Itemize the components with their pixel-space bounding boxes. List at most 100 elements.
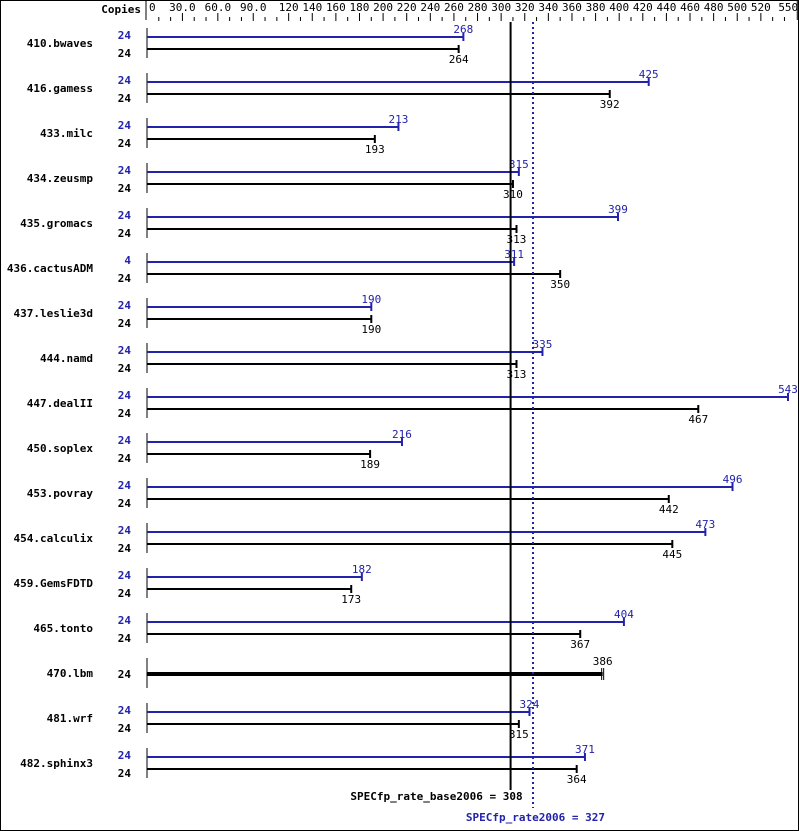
- base-value-label: 264: [449, 53, 469, 66]
- benchmark-name: 470.lbm: [47, 667, 94, 680]
- tick-label: 460: [680, 1, 700, 14]
- peak-value-label: 425: [639, 68, 659, 81]
- benchmark-name: 433.milc: [40, 127, 93, 140]
- tick-label: 90.0: [240, 1, 267, 14]
- peak-value-label: 473: [695, 518, 715, 531]
- benchmark-name: 437.leslie3d: [14, 307, 93, 320]
- peak-copies: 24: [118, 299, 132, 312]
- base-copies: 24: [118, 497, 132, 510]
- peak-copies: 24: [118, 74, 132, 87]
- peak-value-label: 324: [520, 698, 540, 711]
- benchmark-name: 481.wrf: [47, 712, 93, 725]
- tick-label: 140: [302, 1, 322, 14]
- peak-value-label: 311: [504, 248, 524, 261]
- base-value-label: 467: [688, 413, 708, 426]
- base-value-label: 313: [507, 233, 527, 246]
- benchmark-name: 416.gamess: [27, 82, 93, 95]
- tick-label: 480: [704, 1, 724, 14]
- base-value-label: 315: [509, 728, 529, 741]
- benchmark-name: 434.zeusmp: [27, 172, 94, 185]
- tick-label: 200: [373, 1, 393, 14]
- peak-copies: 24: [118, 704, 132, 717]
- peak-copies: 24: [118, 389, 132, 402]
- base-summary-label: SPECfp_rate_base2006 = 308: [350, 790, 522, 803]
- tick-label: 340: [538, 1, 558, 14]
- benchmark-name: 436.cactusADM: [7, 262, 93, 275]
- base-value-label: 367: [570, 638, 590, 651]
- tick-label: 240: [420, 1, 440, 14]
- base-value-label: 445: [662, 548, 682, 561]
- peak-value-label: 371: [575, 743, 595, 756]
- peak-value-label: 404: [614, 608, 634, 621]
- base-value-label: 386: [593, 655, 613, 668]
- peak-value-label: 496: [723, 473, 743, 486]
- tick-label: 520: [751, 1, 771, 14]
- axis-label: Copies: [101, 3, 141, 16]
- base-copies: 24: [118, 227, 132, 240]
- base-value-label: 350: [550, 278, 570, 291]
- peak-copies: 24: [118, 614, 132, 627]
- tick-label: 180: [350, 1, 370, 14]
- tick-label: 550: [778, 1, 798, 14]
- tick-label: 380: [586, 1, 606, 14]
- benchmark-name: 447.dealII: [27, 397, 93, 410]
- base-value-label: 364: [567, 773, 587, 786]
- peak-copies: 24: [118, 344, 132, 357]
- peak-value-label: 315: [509, 158, 529, 171]
- tick-label: 60.0: [205, 1, 232, 14]
- base-copies: 24: [118, 272, 132, 285]
- base-copies: 24: [118, 317, 132, 330]
- base-value-label: 193: [365, 143, 385, 156]
- peak-value-label: 268: [453, 23, 473, 36]
- base-copies: 24: [118, 587, 132, 600]
- base-copies: 24: [118, 722, 132, 735]
- benchmark-name: 454.calculix: [14, 532, 94, 545]
- benchmark-name: 410.bwaves: [27, 37, 93, 50]
- base-value-label: 442: [659, 503, 679, 516]
- base-copies: 24: [118, 452, 132, 465]
- tick-label: 120: [279, 1, 299, 14]
- peak-copies: 24: [118, 479, 132, 492]
- benchmark-name: 465.tonto: [33, 622, 93, 635]
- peak-copies: 24: [118, 749, 132, 762]
- peak-copies: 24: [118, 569, 132, 582]
- peak-value-label: 335: [533, 338, 553, 351]
- peak-value-label: 399: [608, 203, 628, 216]
- base-copies: 24: [118, 47, 132, 60]
- peak-copies: 4: [124, 254, 131, 267]
- tick-label: 300: [491, 1, 511, 14]
- peak-value-label: 190: [361, 293, 381, 306]
- tick-label: 220: [397, 1, 417, 14]
- benchmark-name: 435.gromacs: [20, 217, 93, 230]
- base-copies: 24: [118, 668, 132, 681]
- tick-label: 0: [149, 1, 156, 14]
- tick-label: 260: [444, 1, 464, 14]
- peak-copies: 24: [118, 434, 132, 447]
- tick-label: 320: [515, 1, 535, 14]
- peak-copies: 24: [118, 29, 132, 42]
- tick-label: 400: [609, 1, 629, 14]
- tick-label: 440: [656, 1, 676, 14]
- base-copies: 24: [118, 767, 132, 780]
- tick-label: 160: [326, 1, 346, 14]
- peak-value-label: 543: [778, 383, 798, 396]
- peak-copies: 24: [118, 119, 132, 132]
- benchmark-name: 453.povray: [27, 487, 94, 500]
- peak-copies: 24: [118, 164, 132, 177]
- tick-label: 420: [633, 1, 653, 14]
- base-value-label: 310: [503, 188, 523, 201]
- base-value-label: 173: [341, 593, 361, 606]
- benchmark-name: 459.GemsFDTD: [14, 577, 94, 590]
- base-value-label: 189: [360, 458, 380, 471]
- base-value-label: 392: [600, 98, 620, 111]
- tick-label: 500: [727, 1, 747, 14]
- tick-label: 280: [468, 1, 488, 14]
- peak-copies: 24: [118, 209, 132, 222]
- tick-label: 30.0: [169, 1, 196, 14]
- base-copies: 24: [118, 542, 132, 555]
- benchmark-name: 450.soplex: [27, 442, 94, 455]
- base-copies: 24: [118, 362, 132, 375]
- base-copies: 24: [118, 182, 132, 195]
